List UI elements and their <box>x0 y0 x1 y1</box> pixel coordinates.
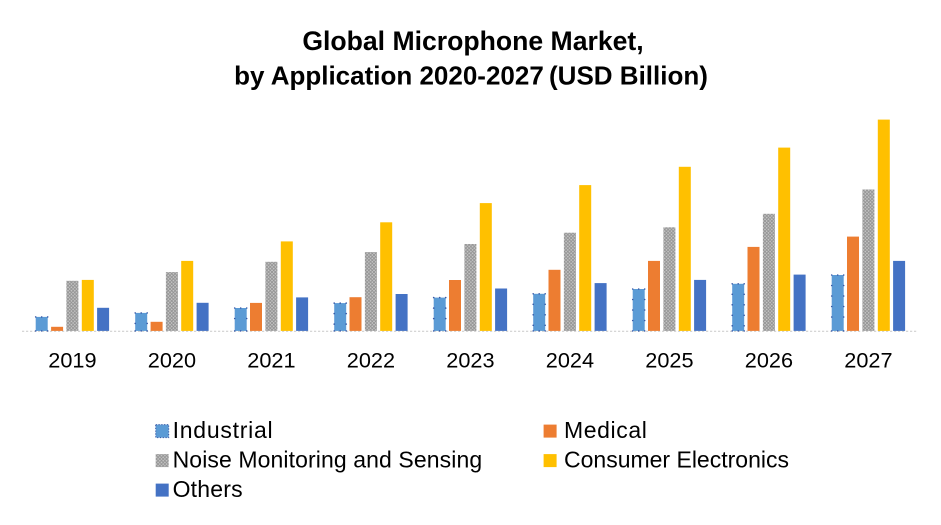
svg-text:Industrial: Industrial <box>173 417 274 443</box>
svg-text:2021: 2021 <box>247 348 295 373</box>
svg-text:2023: 2023 <box>446 348 494 373</box>
svg-text:2019: 2019 <box>48 348 96 373</box>
svg-text:2024: 2024 <box>546 348 594 373</box>
svg-text:Noise Monitoring and Sensing: Noise Monitoring and Sensing <box>173 447 483 473</box>
svg-text:Others: Others <box>173 476 243 502</box>
svg-text:Medical: Medical <box>564 417 647 443</box>
svg-text:Consumer Electronics: Consumer Electronics <box>564 447 789 473</box>
svg-text:2022: 2022 <box>347 348 395 373</box>
svg-text:2020: 2020 <box>148 348 196 373</box>
svg-text:2026: 2026 <box>745 348 793 373</box>
svg-text:2025: 2025 <box>645 348 693 373</box>
svg-text:by Application 2020-2027 (USD: by Application 2020-2027 (USD Billion) <box>234 61 708 91</box>
svg-text:2027: 2027 <box>844 348 892 373</box>
svg-text:Global Microphone Market,: Global Microphone Market, <box>302 26 643 56</box>
